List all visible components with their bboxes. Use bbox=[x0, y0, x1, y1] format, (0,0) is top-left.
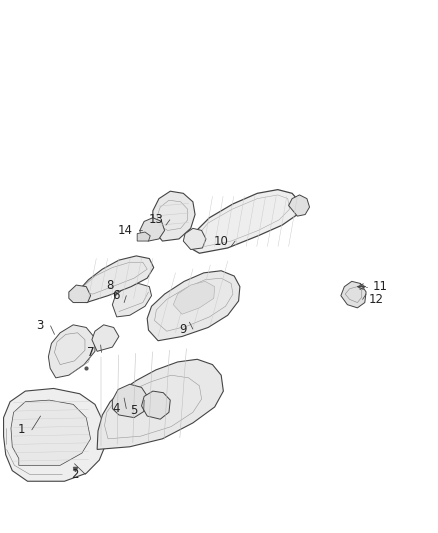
Text: 10: 10 bbox=[214, 235, 229, 247]
Text: 8: 8 bbox=[106, 279, 114, 292]
Polygon shape bbox=[69, 285, 91, 303]
Text: 2: 2 bbox=[71, 468, 79, 481]
Text: 14: 14 bbox=[118, 224, 133, 237]
Polygon shape bbox=[173, 281, 215, 314]
Polygon shape bbox=[289, 195, 310, 216]
Text: 12: 12 bbox=[369, 293, 384, 306]
Polygon shape bbox=[184, 228, 206, 249]
Text: 6: 6 bbox=[112, 289, 120, 302]
Polygon shape bbox=[48, 325, 95, 378]
Polygon shape bbox=[97, 359, 223, 449]
Polygon shape bbox=[153, 191, 195, 241]
Text: 1: 1 bbox=[18, 423, 25, 437]
Text: 7: 7 bbox=[88, 346, 95, 359]
Text: 4: 4 bbox=[112, 402, 120, 415]
Text: 13: 13 bbox=[148, 213, 163, 227]
Polygon shape bbox=[78, 256, 154, 303]
Polygon shape bbox=[147, 271, 240, 341]
Text: 3: 3 bbox=[37, 319, 44, 333]
Polygon shape bbox=[11, 400, 91, 465]
Text: 11: 11 bbox=[372, 280, 387, 293]
Text: 9: 9 bbox=[179, 322, 186, 336]
Polygon shape bbox=[92, 325, 119, 351]
Text: 5: 5 bbox=[130, 404, 137, 417]
Polygon shape bbox=[113, 384, 148, 418]
Polygon shape bbox=[191, 190, 300, 253]
Polygon shape bbox=[137, 232, 150, 241]
Polygon shape bbox=[341, 281, 366, 308]
Polygon shape bbox=[113, 284, 152, 317]
Polygon shape bbox=[4, 389, 106, 481]
Polygon shape bbox=[141, 391, 170, 419]
Polygon shape bbox=[140, 217, 165, 241]
